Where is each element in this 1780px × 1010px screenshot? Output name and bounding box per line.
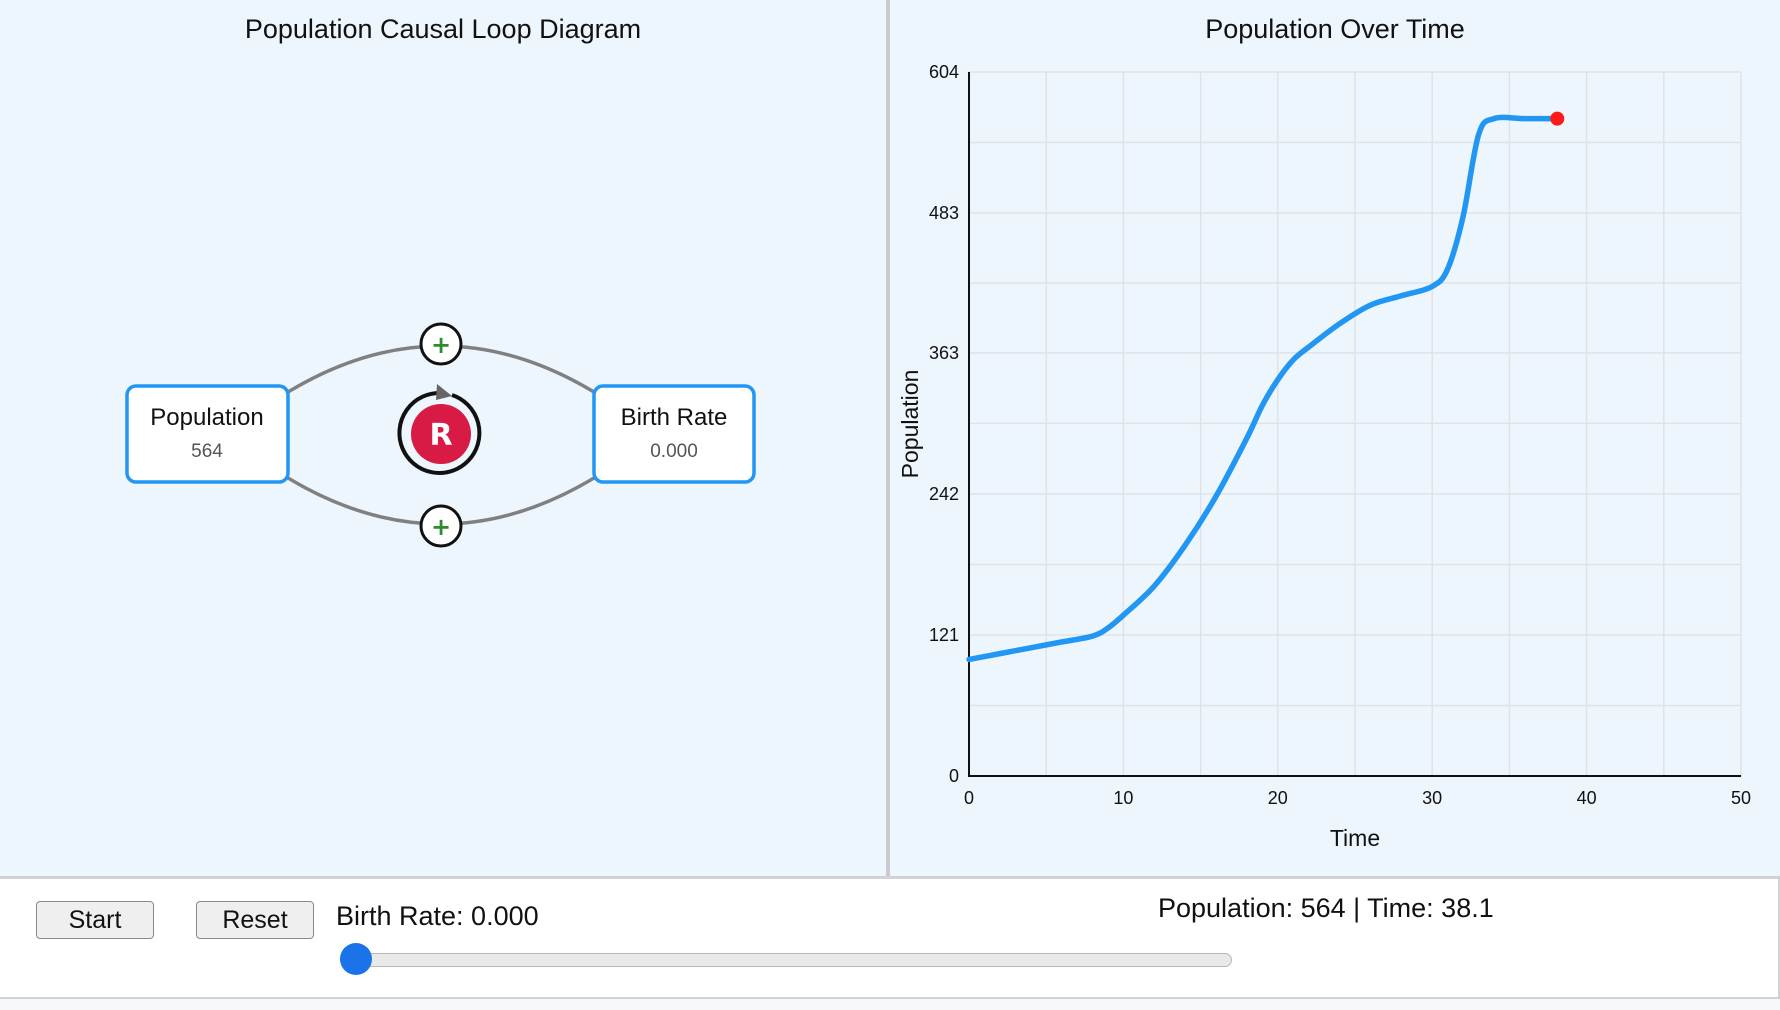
chart-axes: [968, 72, 1741, 777]
y-tick-label: 242: [929, 484, 959, 504]
panel-divider[interactable]: [886, 0, 890, 876]
birth-rate-slider-track[interactable]: [340, 953, 1232, 967]
polarity-top: +: [419, 322, 463, 366]
x-tick-label: 20: [1268, 788, 1288, 808]
y-tick-label: 363: [929, 343, 959, 363]
polarity-top-sign: +: [431, 331, 451, 359]
birth-rate-slider-thumb[interactable]: [340, 943, 372, 975]
population-series-line: [966, 114, 1561, 663]
node-population-label: Population: [150, 404, 263, 431]
x-tick-label: 10: [1113, 788, 1133, 808]
y-tick-label: 604: [929, 62, 959, 82]
chart-title: Population Over Time: [1205, 14, 1465, 44]
chart-grid: [968, 71, 1742, 777]
loop-label: R: [429, 418, 452, 453]
start-button[interactable]: Start: [36, 901, 154, 939]
chart-tick-labels: 0 10 20 30 40 50 0 121 242 363 483 604: [929, 62, 1751, 808]
control-bar: Start Reset Birth Rate: 0.000 Population…: [0, 876, 1780, 999]
axis-lines: [968, 72, 1741, 777]
x-tick-label: 30: [1422, 788, 1442, 808]
chart-panel: Population Over Time 0 10 20 30 40 50 0 121 242 3…: [890, 0, 1780, 876]
polarity-bottom: +: [419, 504, 463, 548]
y-tick-label: 121: [929, 625, 959, 645]
reinforcing-loop-icon: R: [397, 384, 482, 475]
current-point-marker: [1550, 111, 1565, 126]
population-chart: 0 10 20 30 40 50 0 121 242 363 483 604 Time Populat…: [897, 62, 1751, 851]
node-population[interactable]: Population 564: [125, 384, 290, 484]
reset-button[interactable]: Reset: [196, 901, 314, 939]
node-birth-rate[interactable]: Birth Rate 0.000: [592, 384, 756, 484]
y-tick-label: 483: [929, 203, 959, 223]
causal-loop-title: Population Causal Loop Diagram: [244, 14, 642, 44]
polarity-bottom-sign: +: [431, 513, 451, 541]
node-population-value: 564: [191, 441, 223, 462]
causal-loop-diagram: Population 564 Birth Rate 0.000 + + R: [125, 322, 756, 548]
node-birth-rate-value: 0.000: [650, 441, 698, 462]
x-tick-label: 40: [1577, 788, 1597, 808]
y-tick-label: 0: [949, 766, 959, 786]
node-birth-rate-label: Birth Rate: [621, 404, 728, 431]
causal-loop-panel: Population Causal Loop Diagram Populatio…: [0, 0, 886, 876]
birth-rate-label: Birth Rate: 0.000: [336, 901, 539, 931]
x-tick-label: 50: [1731, 788, 1751, 808]
status-text: Population: 564 | Time: 38.1: [1158, 893, 1494, 923]
x-axis-label: Time: [1330, 825, 1380, 851]
x-tick-label: 0: [964, 788, 974, 808]
y-axis-label: Population: [897, 370, 923, 479]
